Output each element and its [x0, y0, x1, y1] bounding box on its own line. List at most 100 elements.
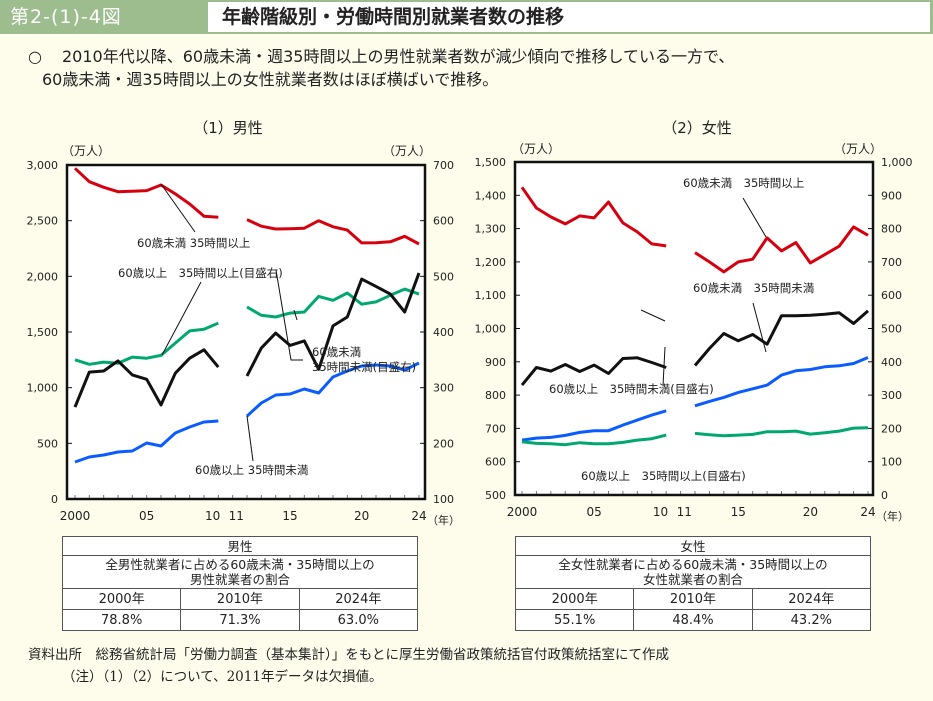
x-tick-label: 20 [354, 509, 369, 523]
summary-bullet: ○ [28, 47, 42, 66]
annotation-arrow [293, 309, 298, 321]
y-tick-label-right: 1,000 [881, 156, 913, 169]
annotation-arrow [742, 197, 767, 238]
male-chart: （1）男性 （万人） （万人） 0 500 1,000 1,500 2,000 2,500… [27, 119, 461, 527]
y-tick-label-right: 200 [881, 422, 902, 435]
y-tick-label-right: 800 [881, 223, 902, 236]
annotation-arrow [246, 415, 254, 462]
chart-title: （2）女性 [662, 119, 732, 137]
chart-title: （1）男性 [193, 119, 263, 137]
x-tick-label: 10 [653, 505, 668, 519]
x-tick-label: 24 [411, 509, 426, 523]
annotation-label: 60歳未満 [312, 345, 361, 359]
annotation-label: 60歳以上 35時間以上(目盛右) [118, 266, 283, 280]
column-header: 2000年 [514, 588, 635, 610]
x-tick-label: 20 [803, 505, 818, 519]
annotation-label: 60歳以上 35時間以上(目盛右) [581, 469, 746, 483]
right-axis-unit: （万人） [834, 142, 882, 156]
y-tick-label-left: 800 [485, 389, 506, 402]
annotation-arrow [275, 269, 303, 361]
x-tick-label: 2000 [507, 505, 538, 519]
y-tick-label-left: 1,200 [475, 256, 507, 269]
table-caption: 全男性就業者に占める60歳未満・35時間以上の 男性就業者の割合 [62, 555, 418, 589]
female-chart: （2）女性 （万人） （万人） 500 600 700 800 900 1,000 1,10… [475, 119, 913, 523]
x-tick-label: 2000 [60, 509, 91, 523]
annotation-label: 60歳未満 35時間以上 [137, 236, 250, 250]
table-cell: 78.8% [61, 609, 182, 631]
y-tick-label-right: 900 [881, 189, 902, 202]
plot-area [67, 165, 425, 499]
y-tick-label-left: 500 [37, 437, 58, 450]
female-ratio-table: 女性 全女性就業者に占める60歳未満・35時間以上の 女性就業者の割合 2000… [514, 536, 872, 631]
y-tick-label-right: 300 [881, 389, 902, 402]
table-cell: 43.2% [751, 609, 872, 631]
caption-line-2: 女性就業者の割合 [642, 572, 743, 587]
title-bar: 第2-(1)-4図 年齢階級別・労働時間別就業者数の推移 [0, 0, 933, 34]
y-tick-label-left: 700 [485, 422, 506, 435]
left-axis-unit: （万人） [512, 142, 560, 156]
y-tick-label-right: 400 [881, 356, 902, 369]
annotation-label: 60歳未満 35時間未満 [693, 281, 814, 295]
annotations [640, 197, 767, 387]
plot-frame [65, 163, 427, 501]
table-cell: 55.1% [514, 609, 635, 631]
title-box: 年齢階級別・労働時間別就業者数の推移 [208, 2, 930, 32]
y-tick-label-right: 600 [881, 289, 902, 302]
y-tick-label-right: 500 [433, 270, 454, 283]
y-tick-label-right: 700 [881, 256, 902, 269]
table-title: 女性 [515, 536, 871, 556]
column-header: 2010年 [633, 588, 753, 610]
source-note: 資料出所 総務省統計局「労働力調査（基本集計）」をもとに厚生労働省政策統括官付政… [28, 647, 669, 663]
table-cell: 48.4% [633, 609, 753, 631]
column-header: 2024年 [751, 588, 872, 610]
y-tick-label-left: 0 [51, 493, 58, 506]
y-tick-label-right: 200 [433, 437, 454, 450]
caption-line-1: 全男性就業者に占める60歳未満・35時間以上の [105, 557, 375, 572]
y-tick-label-left: 500 [485, 489, 506, 502]
annotation-arrow [161, 281, 202, 356]
table-cell: 71.3% [180, 609, 300, 631]
x-tick-label: 05 [139, 509, 154, 523]
y-tick-label-right: 600 [433, 215, 454, 228]
caption-line-1: 全女性就業者に占める60歳未満・35時間以上の [558, 557, 828, 572]
right-axis-unit: （万人） [383, 144, 431, 158]
table-title: 男性 [62, 536, 418, 556]
y-tick-label-left: 600 [485, 456, 506, 469]
left-axis-unit: （万人） [62, 144, 110, 158]
x-tick-label: 24 [860, 505, 875, 519]
annotation-label: 35時間未満(目盛右) [312, 360, 416, 374]
y-tick-label-right: 100 [881, 456, 902, 469]
y-tick-label-left: 1,000 [27, 382, 59, 395]
y-tick-label-right: 100 [433, 493, 454, 506]
y-tick-label-left: 3,000 [27, 159, 59, 172]
y-tick-label-left: 2,500 [27, 215, 59, 228]
table-cell: 63.0% [298, 609, 419, 631]
plot-frame [513, 160, 875, 497]
annotation-arrow [662, 346, 666, 387]
y-tick-label-left: 1,500 [27, 326, 59, 339]
y-tick-label-right: 400 [433, 326, 454, 339]
column-header: 2000年 [61, 588, 182, 610]
caption-line-2: 男性就業者の割合 [189, 572, 290, 587]
y-tick-label-left: 1,000 [475, 323, 507, 336]
y-tick-label-right: 0 [881, 489, 888, 502]
figure-title: 年齢階級別・労働時間別就業者数の推移 [222, 6, 565, 28]
footnote: （注）（1）（2）について、2011年データは欠損値。 [62, 669, 383, 685]
x-tick-label: 15 [282, 509, 297, 523]
y-tick-label-right: 700 [433, 159, 454, 172]
y-tick-label-left: 1,400 [475, 189, 507, 202]
figure-number: 第2-(1)-4図 [10, 6, 122, 28]
annotation-label: 60歳以上 35時間未満 [195, 463, 308, 477]
x-tick-label: 11 [677, 505, 692, 519]
x-tick-label: 15 [731, 505, 746, 519]
x-tick-label: 11 [229, 509, 244, 523]
summary-line-1: 2010年代以降、60歳未満・週35時間以上の男性就業者数が減少傾向で推移してい… [62, 47, 735, 66]
annotation-arrow [160, 183, 196, 233]
y-tick-label-left: 1,500 [475, 156, 507, 169]
male-ratio-table: 男性 全男性就業者に占める60歳未満・35時間以上の 男性就業者の割合 2000… [61, 536, 419, 631]
annotations [160, 183, 303, 462]
annotation-arrow [640, 309, 666, 322]
y-tick-label-right: 300 [433, 382, 454, 395]
column-header: 2010年 [180, 588, 300, 610]
x-tick-label: 10 [205, 509, 220, 523]
